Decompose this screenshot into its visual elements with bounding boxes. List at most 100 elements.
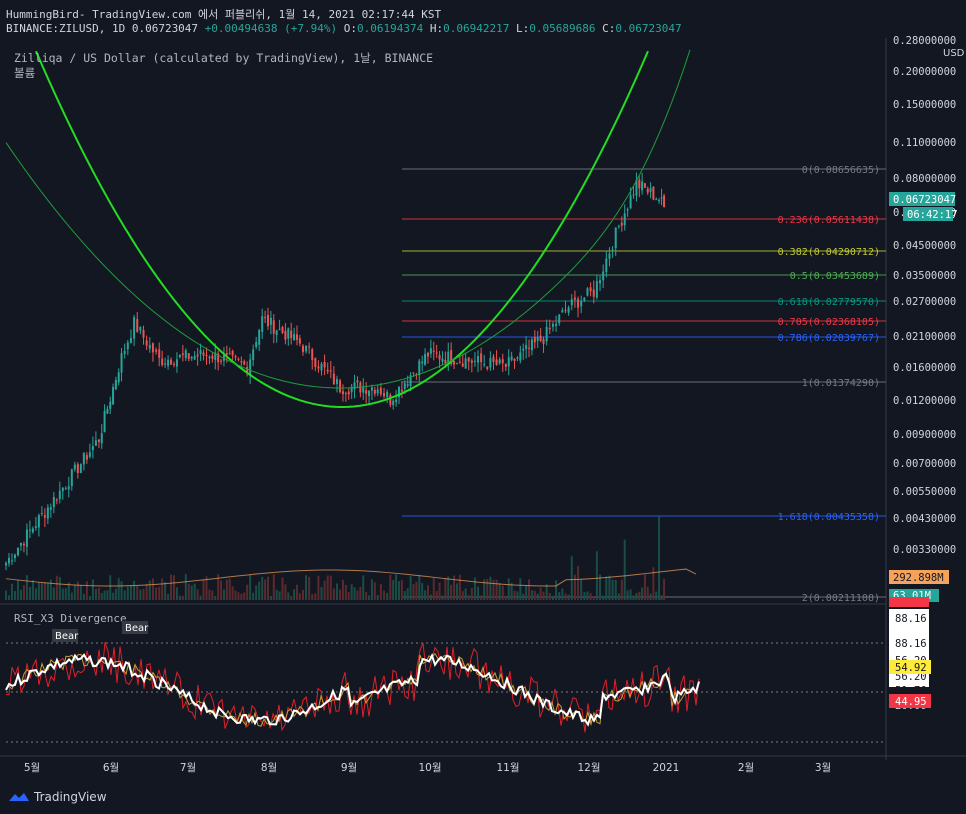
publish-info: HummingBird- TradingView.com 에서 퍼블리쉬, 1월… [6, 8, 442, 21]
candle-body [290, 330, 293, 339]
volume-bar [438, 582, 441, 600]
volume-bar [339, 589, 342, 600]
high-value: 0.06942217 [443, 22, 510, 35]
volume-bar [237, 592, 240, 600]
volume-bar [359, 586, 362, 600]
low-value: 0.05689686 [529, 22, 596, 35]
volume-bar [249, 575, 252, 600]
price-tick-label: 0.00430000 [893, 513, 956, 525]
volume-bar [545, 584, 548, 600]
candle-body [412, 372, 415, 374]
volume-bar [61, 588, 64, 600]
volume-bar [344, 584, 347, 600]
fib-level-label: 1.618(0.00435358) [778, 512, 880, 523]
candle-body [184, 350, 187, 359]
volume-bar [602, 595, 605, 600]
candle-body [365, 390, 368, 394]
candle-body [350, 386, 353, 393]
volume-ma-line [5, 568, 697, 587]
candle-body [142, 330, 145, 338]
volume-bar [19, 589, 22, 600]
volume-bar [281, 577, 284, 600]
tradingview-logo[interactable]: TradingView [8, 790, 107, 804]
candle-body [320, 363, 323, 371]
candle-body [85, 455, 88, 460]
volume-bar [608, 575, 611, 600]
price-tick-label: 0.00330000 [893, 544, 956, 556]
volume-bar [629, 589, 632, 600]
volume-bar [187, 583, 190, 600]
volume-bar [395, 574, 398, 600]
tradingview-icon [9, 793, 29, 801]
candle-body [243, 361, 246, 365]
candle-body [25, 529, 28, 547]
volume-bar [617, 593, 620, 600]
candle-body [76, 464, 79, 473]
volume-bar [605, 576, 608, 600]
volume-bar [142, 588, 145, 600]
candle-body [638, 179, 641, 189]
candle-body [353, 382, 356, 390]
volume-bar [415, 581, 418, 600]
price-tick-label: 0.01200000 [893, 395, 956, 407]
volume-bar [386, 592, 389, 600]
volume-bar [64, 588, 67, 600]
candle-body [70, 469, 73, 487]
volume-bar [214, 595, 217, 600]
volume-bar [332, 588, 335, 600]
candle-body [106, 408, 109, 414]
volume-bar [181, 595, 184, 600]
candle-body [461, 363, 464, 367]
volume-bar [13, 591, 16, 600]
candle-body [114, 379, 117, 390]
candle-body [635, 179, 638, 196]
close-label: C: [602, 22, 616, 35]
time-tick-label: 12월 [577, 762, 600, 774]
volume-bar [592, 595, 595, 600]
volume-bar [261, 576, 264, 600]
candle-body [58, 490, 61, 500]
candle-body [281, 326, 284, 333]
volume-bar [424, 590, 427, 600]
candle-body [329, 370, 332, 372]
countdown-tag [903, 207, 953, 221]
candle-body [649, 188, 652, 192]
candle-body [129, 337, 132, 343]
candle-body [272, 320, 275, 334]
candle-body [22, 543, 25, 546]
candle-body [205, 355, 208, 357]
candle-body [37, 515, 40, 528]
candle-body [368, 390, 371, 397]
volume-bar [158, 586, 161, 600]
fib-level-label: 0(0.08656635) [802, 165, 880, 176]
volume-bar [91, 579, 94, 600]
candle-body [602, 271, 605, 281]
candle-body [432, 350, 435, 352]
volume-bar [31, 580, 34, 600]
price-unit: USD [943, 48, 965, 59]
volume-bar [350, 584, 353, 600]
volume-bar [70, 592, 73, 600]
volume-bar [314, 593, 317, 600]
volume-bar [178, 595, 181, 600]
candle-body [13, 554, 16, 559]
candle-body [641, 181, 644, 191]
volume-bar [240, 593, 243, 600]
volume-bar [635, 593, 638, 600]
candle-body [112, 386, 115, 405]
volume-bar [483, 579, 486, 600]
fib-level-label: 0.705(0.02368105) [778, 317, 880, 328]
volume-bar [516, 591, 519, 600]
volume-bar [519, 578, 522, 600]
volume-bar [580, 579, 583, 600]
candle-body [655, 199, 658, 201]
candle-body [341, 391, 344, 395]
volume-bar [599, 574, 602, 600]
volume-bar [103, 590, 106, 600]
candle-body [477, 356, 480, 363]
volume-bar [196, 589, 199, 600]
candle-body [501, 359, 504, 364]
candle-body [5, 562, 7, 566]
volume-bar [301, 590, 304, 600]
